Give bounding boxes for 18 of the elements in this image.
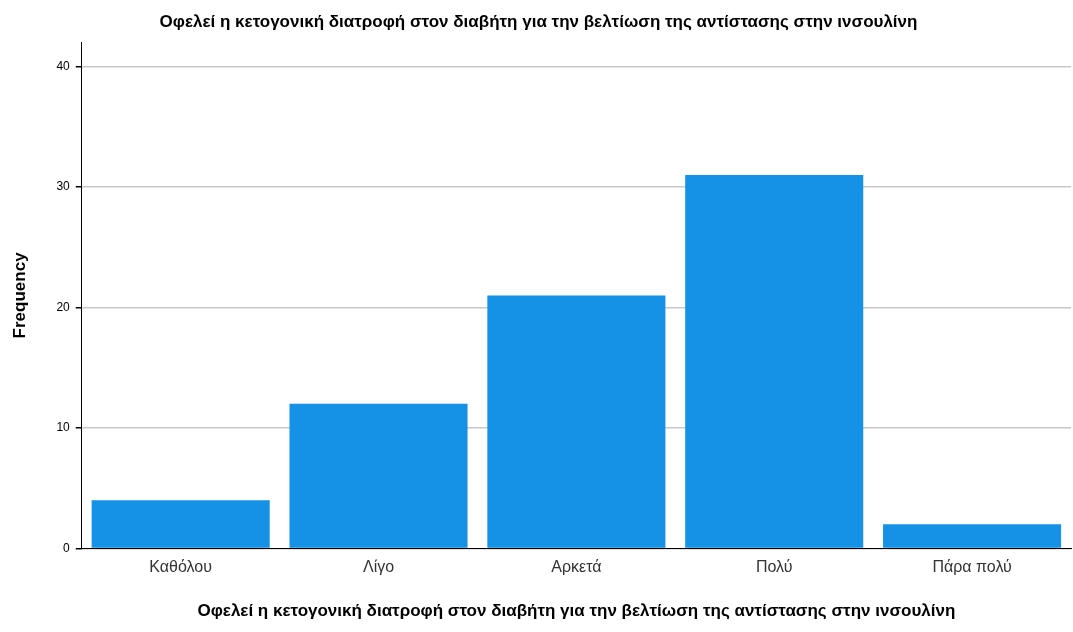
- x-tick-label: Πάρα πολύ: [932, 558, 1012, 576]
- x-tick-label: Πολύ: [755, 558, 793, 576]
- x-tick-label: Λίγο: [362, 558, 395, 576]
- y-tick-label: 40: [56, 58, 71, 73]
- y-tick-label: 20: [56, 299, 71, 314]
- bar: [487, 295, 666, 548]
- x-tick-label: Καθόλου: [149, 558, 212, 576]
- y-tick-label: 30: [56, 179, 71, 194]
- y-tick-label: 0: [63, 540, 71, 555]
- bar: [91, 500, 270, 548]
- y-tick-label: 10: [56, 420, 71, 435]
- y-axis-title: Frequency: [9, 251, 29, 339]
- x-tick-label: Αρκετά: [551, 558, 602, 576]
- bar: [289, 403, 468, 548]
- x-axis-title: Οφελεί η κετογονική διατροφή στον διαβήτη για την βελτίωση της αντίστασης στην ινσουλίνη: [197, 601, 956, 621]
- chart-title: Οφελεί η κετογονική διατροφή στον διαβήτη για την βελτίωση της αντίστασης στην ινσουλίνη: [159, 11, 918, 31]
- bar: [883, 524, 1062, 548]
- bar: [685, 174, 864, 548]
